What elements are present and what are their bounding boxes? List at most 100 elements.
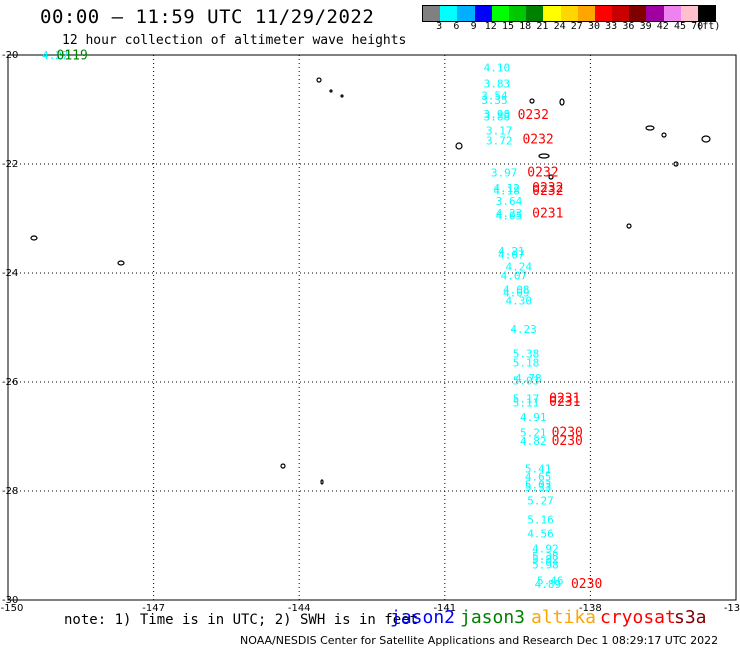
legend-swatch xyxy=(457,6,475,21)
legend-swatch xyxy=(663,6,681,21)
legend-label: 9 xyxy=(470,21,477,32)
wave-height-label: 4.23 xyxy=(510,323,537,336)
legend-swatch xyxy=(423,6,441,21)
wave-height-label: 4.91 xyxy=(520,411,547,424)
wave-height-label: 4.89 xyxy=(535,578,562,591)
island-outline xyxy=(316,77,322,83)
legend-s3a: s3a xyxy=(674,607,707,628)
lon-tick-label: -138 xyxy=(579,603,602,614)
map-frame xyxy=(7,54,737,601)
legend-label: 24 xyxy=(553,21,566,32)
wave-height-label: 4.09 xyxy=(503,286,530,299)
island-outline xyxy=(559,98,565,106)
legend-label: 36 xyxy=(622,21,635,32)
wave-height-label: 4.30 xyxy=(505,295,532,308)
island-outline xyxy=(340,94,344,98)
time-label: 0230 xyxy=(552,434,583,449)
wave-height-label: 5.41 xyxy=(525,462,552,475)
color-scale-legend xyxy=(422,5,717,22)
legend-swatch xyxy=(594,6,613,21)
island-outline xyxy=(529,98,535,104)
legend-label: 15 xyxy=(501,21,515,32)
island-outline xyxy=(280,463,286,469)
time-label: 0230 xyxy=(571,577,602,592)
wave-height-label: 5.16 xyxy=(527,514,554,527)
wave-height-label: 4.07 xyxy=(498,248,524,261)
legend-cryosat: cryosat xyxy=(600,607,676,628)
page-subtitle: 12 hour collection of altimeter wave hei… xyxy=(62,33,407,48)
wave-height-label: 4.07 xyxy=(501,270,528,283)
lon-tick-label: -144 xyxy=(288,603,311,614)
wave-height-label: 4.78 xyxy=(515,372,542,385)
wave-height-label: 4.23 xyxy=(496,207,523,220)
time-label: 0231 xyxy=(532,206,563,221)
time-label: 0232 xyxy=(532,184,563,199)
time-label: 0231 xyxy=(549,395,580,410)
wave-height-label: 4.27 xyxy=(42,49,68,62)
wave-height-label: 3.83 xyxy=(484,78,511,91)
wave-height-label: 5.18 xyxy=(513,357,540,370)
wave-height-label: 5.11 xyxy=(513,397,540,410)
legend-jason3: jason3 xyxy=(460,607,526,628)
legend-swatch xyxy=(698,6,716,21)
wave-height-label: 5.46 xyxy=(537,575,564,588)
wave-height-label: 3.54 xyxy=(481,90,508,103)
wave-height-label: 4.18 xyxy=(493,185,520,198)
wave-height-label: 3.64 xyxy=(496,195,523,208)
wave-height-label: 4.10 xyxy=(484,61,511,74)
time-label: 0232 xyxy=(518,108,549,123)
lon-tick-label: -13 xyxy=(724,603,740,614)
wave-height-label: 4.56 xyxy=(527,527,554,540)
legend-label: 12 xyxy=(484,21,497,32)
legend-label: 6 xyxy=(453,21,460,32)
wave-height-label: 5.21 xyxy=(520,427,547,440)
wave-height-label: 4.92 xyxy=(532,543,559,556)
wave-height-label: 5.38 xyxy=(532,550,559,563)
lat-tick-label: -26 xyxy=(2,377,18,388)
wave-height-label: 4.24 xyxy=(505,260,532,273)
note-text: note: 1) Time is in UTC; 2) SWH is in fe… xyxy=(64,612,419,628)
wave-height-label: 4.65 xyxy=(525,471,552,484)
wave-height-label: 5.17 xyxy=(513,393,540,406)
wave-height-label: 3.88 xyxy=(484,110,511,123)
wave-height-label: 3.98 xyxy=(484,108,511,121)
legend-label: (ft) xyxy=(696,21,721,32)
island-outline xyxy=(30,235,38,241)
wave-height-label: 5.03 xyxy=(525,478,552,491)
lat-tick-label: -20 xyxy=(2,50,18,61)
legend-swatch xyxy=(508,6,527,21)
wave-height-label: 4.12 xyxy=(493,182,520,195)
legend-label: 18 xyxy=(519,21,532,32)
time-label: 0119 xyxy=(57,48,88,63)
lon-tick-label: -147 xyxy=(142,603,165,614)
legend-altika: altika xyxy=(531,607,597,628)
legend-label: 3 xyxy=(436,21,443,32)
legend-swatch xyxy=(646,6,664,21)
island-outline xyxy=(117,260,125,266)
wave-height-label: 4.08 xyxy=(503,284,530,297)
legend-jason2: jason2 xyxy=(390,607,456,628)
legend-swatch xyxy=(440,6,458,21)
wave-height-label: 5.33 xyxy=(525,481,552,494)
wave-height-label: 4.82 xyxy=(520,435,547,448)
footer-credit: NOAA/NESDIS Center for Satellite Applica… xyxy=(240,634,719,647)
island-outline xyxy=(329,89,333,93)
wave-height-label: 5.38 xyxy=(513,347,540,360)
legend-label: 33 xyxy=(605,21,618,32)
wave-height-label: 3.35 xyxy=(481,94,508,107)
time-label: 0232 xyxy=(532,181,563,196)
time-label: 0232 xyxy=(527,166,558,181)
legend-swatch xyxy=(526,6,544,21)
legend-label: 70 xyxy=(691,21,704,32)
wave-height-label: 3.97 xyxy=(491,167,518,180)
legend-swatch xyxy=(491,6,509,21)
legend-label: 45 xyxy=(673,21,687,32)
legend-swatch xyxy=(629,6,647,21)
wave-height-label: 3.17 xyxy=(486,125,513,138)
legend-swatch xyxy=(577,6,595,21)
legend-swatch xyxy=(612,6,630,21)
island-outline xyxy=(661,132,667,138)
wave-height-label: 5.98 xyxy=(532,558,559,571)
legend-swatch xyxy=(474,6,492,21)
